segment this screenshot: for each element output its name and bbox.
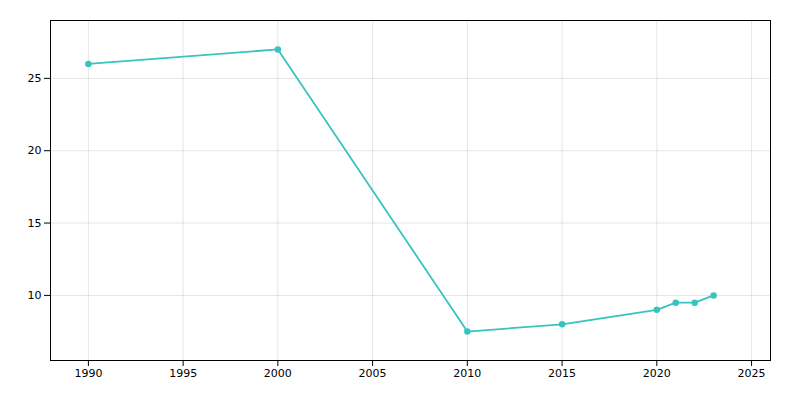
svg-text:20: 20 (28, 144, 42, 157)
svg-text:25: 25 (28, 72, 42, 85)
svg-text:10: 10 (28, 289, 42, 302)
svg-text:2000: 2000 (264, 367, 292, 380)
svg-text:1995: 1995 (169, 367, 197, 380)
svg-text:2020: 2020 (643, 367, 671, 380)
svg-text:2025: 2025 (738, 367, 766, 380)
svg-text:15: 15 (28, 217, 42, 230)
svg-text:1990: 1990 (74, 367, 102, 380)
svg-text:2010: 2010 (453, 367, 481, 380)
svg-text:2015: 2015 (548, 367, 576, 380)
svg-text:2005: 2005 (359, 367, 387, 380)
